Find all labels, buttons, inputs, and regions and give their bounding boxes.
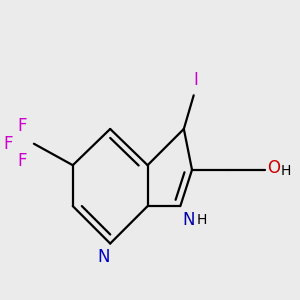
Text: I: I: [194, 71, 199, 89]
Text: F: F: [17, 152, 27, 170]
Text: F: F: [3, 135, 13, 153]
Text: F: F: [17, 117, 27, 135]
Text: N: N: [183, 211, 195, 229]
Text: N: N: [97, 248, 110, 266]
Text: H: H: [281, 164, 291, 178]
Text: O: O: [267, 158, 280, 176]
Text: H: H: [197, 213, 207, 227]
